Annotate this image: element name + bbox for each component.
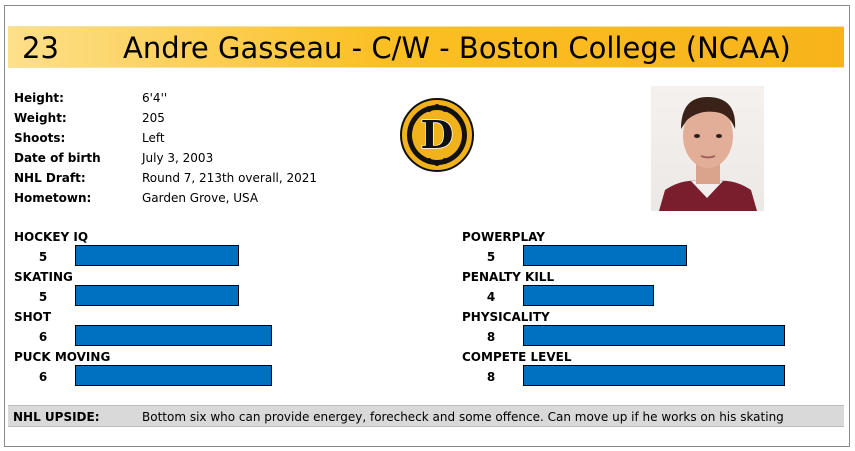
bruins-d-logo-icon: D [400,86,474,184]
skill-bar [523,365,785,386]
skill-skating: SKATING 5 [14,269,314,309]
skill-score: 5 [38,290,48,304]
player-photo [651,86,764,211]
skill-bar [75,245,239,266]
info-value: 205 [142,111,165,125]
skill-powerplay: POWERPLAY 5 [462,229,832,269]
info-label: Hometown: [14,191,92,205]
skill-puck-moving: PUCK MOVING 6 [14,349,314,389]
skill-penalty-kill: PENALTY KILL 4 [462,269,832,309]
skill-score: 5 [38,250,48,264]
skill-score: 6 [38,330,48,344]
info-value: Round 7, 213th overall, 2021 [142,171,318,185]
skill-name: COMPETE LEVEL [462,350,572,364]
skill-bar [75,365,272,386]
skill-physicality: PHYSICALITY 8 [462,309,832,349]
upside-text: Bottom six who can provide energey, fore… [142,410,784,424]
skill-score: 8 [486,370,496,384]
info-label: Height: [14,91,64,105]
skill-score: 6 [38,370,48,384]
skill-name: PENALTY KILL [462,270,555,284]
skill-name: PHYSICALITY [462,310,550,324]
skill-bar [523,285,654,306]
info-value: Left [142,131,165,145]
skill-compete-level: COMPETE LEVEL 8 [462,349,832,389]
skill-name: POWERPLAY [462,230,545,244]
skill-score: 8 [486,330,496,344]
skill-bar [523,325,785,346]
info-value: Garden Grove, USA [142,191,259,205]
info-value: July 3, 2003 [142,151,214,165]
nhl-upside: NHL UPSIDE: Bottom six who can provide e… [8,405,844,427]
skill-name: PUCK MOVING [14,350,111,364]
skill-shot: SHOT 6 [14,309,314,349]
upside-label: NHL UPSIDE: [13,410,100,424]
skill-name: SHOT [14,310,52,324]
skill-bar [75,285,239,306]
skill-name: SKATING [14,270,73,284]
skill-name: HOCKEY IQ [14,230,89,244]
jersey-number: 23 [22,31,59,65]
player-header: 23 Andre Gasseau - C/W - Boston College … [8,26,844,68]
logo-letter: D [421,112,454,157]
info-label: Date of birth [14,151,101,165]
player-title: Andre Gasseau - C/W - Boston College (NC… [123,31,791,65]
info-label: NHL Draft: [14,171,86,185]
info-label: Weight: [14,111,67,125]
info-label: Shoots: [14,131,66,145]
skill-score: 5 [486,250,496,264]
skill-bar [523,245,687,266]
info-value: 6'4'' [142,91,168,105]
skill-bar [75,325,272,346]
skill-hockey-iq: HOCKEY IQ 5 [14,229,314,269]
skill-score: 4 [486,290,496,304]
